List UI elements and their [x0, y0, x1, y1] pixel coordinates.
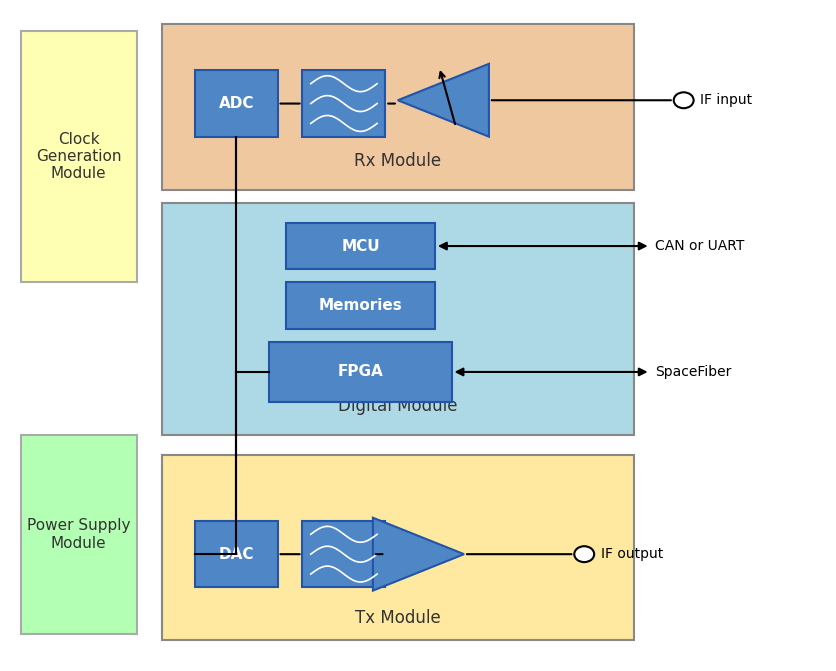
- Text: CAN or UART: CAN or UART: [654, 239, 743, 253]
- FancyBboxPatch shape: [286, 223, 435, 269]
- Text: IF input: IF input: [700, 93, 752, 107]
- FancyBboxPatch shape: [302, 70, 385, 137]
- Text: FPGA: FPGA: [337, 364, 383, 379]
- FancyBboxPatch shape: [286, 282, 435, 329]
- Text: ADC: ADC: [218, 96, 253, 111]
- Polygon shape: [373, 518, 463, 590]
- FancyBboxPatch shape: [161, 455, 633, 640]
- Text: Rx Module: Rx Module: [354, 152, 441, 170]
- Circle shape: [673, 93, 693, 108]
- FancyBboxPatch shape: [161, 203, 633, 435]
- Text: Memories: Memories: [319, 298, 402, 313]
- Circle shape: [573, 546, 594, 562]
- Polygon shape: [397, 64, 488, 137]
- FancyBboxPatch shape: [21, 435, 136, 633]
- Text: MCU: MCU: [341, 238, 380, 254]
- FancyBboxPatch shape: [195, 70, 278, 137]
- FancyBboxPatch shape: [195, 521, 278, 587]
- FancyBboxPatch shape: [161, 24, 633, 190]
- Text: IF output: IF output: [600, 547, 662, 561]
- Text: Clock
Generation
Module: Clock Generation Module: [36, 132, 121, 181]
- FancyBboxPatch shape: [269, 342, 451, 402]
- Text: SpaceFiber: SpaceFiber: [654, 365, 730, 379]
- Text: Digital Module: Digital Module: [338, 397, 457, 415]
- Text: DAC: DAC: [218, 547, 253, 562]
- FancyBboxPatch shape: [302, 521, 385, 587]
- FancyBboxPatch shape: [21, 31, 136, 282]
- Text: Power Supply
Module: Power Supply Module: [27, 518, 130, 550]
- Text: Tx Module: Tx Module: [354, 609, 440, 627]
